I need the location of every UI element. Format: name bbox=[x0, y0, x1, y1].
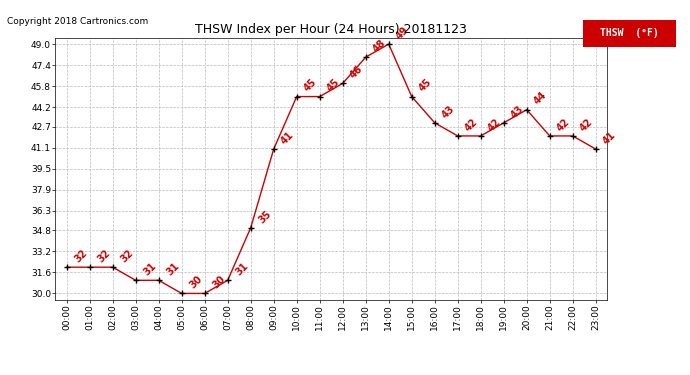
Title: THSW Index per Hour (24 Hours) 20181123: THSW Index per Hour (24 Hours) 20181123 bbox=[195, 23, 467, 36]
Text: 43: 43 bbox=[509, 104, 526, 120]
Text: 42: 42 bbox=[463, 117, 480, 133]
Text: 45: 45 bbox=[417, 77, 434, 94]
Text: Copyright 2018 Cartronics.com: Copyright 2018 Cartronics.com bbox=[7, 17, 148, 26]
Text: 43: 43 bbox=[440, 104, 457, 120]
Text: 48: 48 bbox=[371, 38, 388, 54]
Text: 42: 42 bbox=[578, 117, 595, 133]
Text: 31: 31 bbox=[164, 261, 181, 278]
Text: 41: 41 bbox=[601, 130, 618, 146]
Text: 42: 42 bbox=[486, 117, 503, 133]
Text: 45: 45 bbox=[302, 77, 319, 94]
Text: THSW  (°F): THSW (°F) bbox=[600, 28, 659, 38]
Text: 30: 30 bbox=[210, 274, 227, 291]
Text: 30: 30 bbox=[187, 274, 204, 291]
Text: 49: 49 bbox=[394, 25, 411, 41]
Text: 46: 46 bbox=[348, 64, 365, 81]
Text: 35: 35 bbox=[256, 209, 273, 225]
Text: 44: 44 bbox=[532, 90, 549, 107]
Text: 31: 31 bbox=[233, 261, 250, 278]
Text: 32: 32 bbox=[118, 248, 135, 264]
Text: 32: 32 bbox=[95, 248, 112, 264]
Text: 32: 32 bbox=[72, 248, 89, 264]
Text: 45: 45 bbox=[325, 77, 342, 94]
Text: 41: 41 bbox=[279, 130, 296, 146]
Text: 42: 42 bbox=[555, 117, 572, 133]
Text: 31: 31 bbox=[141, 261, 158, 278]
